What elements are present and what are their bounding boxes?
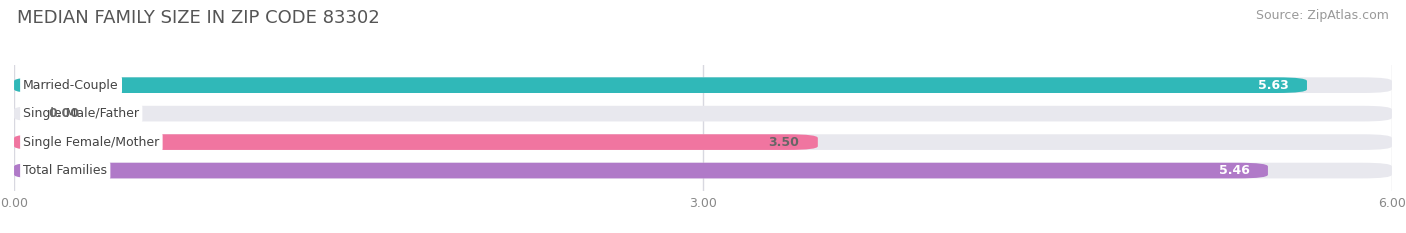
Text: 5.46: 5.46 xyxy=(1219,164,1250,177)
Text: 0.00: 0.00 xyxy=(48,107,80,120)
FancyBboxPatch shape xyxy=(14,134,1392,150)
FancyBboxPatch shape xyxy=(14,77,1392,93)
FancyBboxPatch shape xyxy=(14,77,1308,93)
Text: Single Male/Father: Single Male/Father xyxy=(24,107,139,120)
FancyBboxPatch shape xyxy=(14,163,1268,178)
Text: Total Families: Total Families xyxy=(24,164,107,177)
Text: 5.63: 5.63 xyxy=(1258,79,1288,92)
FancyBboxPatch shape xyxy=(14,106,1392,121)
Text: Single Female/Mother: Single Female/Mother xyxy=(24,136,159,149)
Text: MEDIAN FAMILY SIZE IN ZIP CODE 83302: MEDIAN FAMILY SIZE IN ZIP CODE 83302 xyxy=(17,9,380,27)
Text: Source: ZipAtlas.com: Source: ZipAtlas.com xyxy=(1256,9,1389,22)
FancyBboxPatch shape xyxy=(14,163,1392,178)
FancyBboxPatch shape xyxy=(14,134,818,150)
Text: Married-Couple: Married-Couple xyxy=(24,79,120,92)
Text: 3.50: 3.50 xyxy=(769,136,800,149)
